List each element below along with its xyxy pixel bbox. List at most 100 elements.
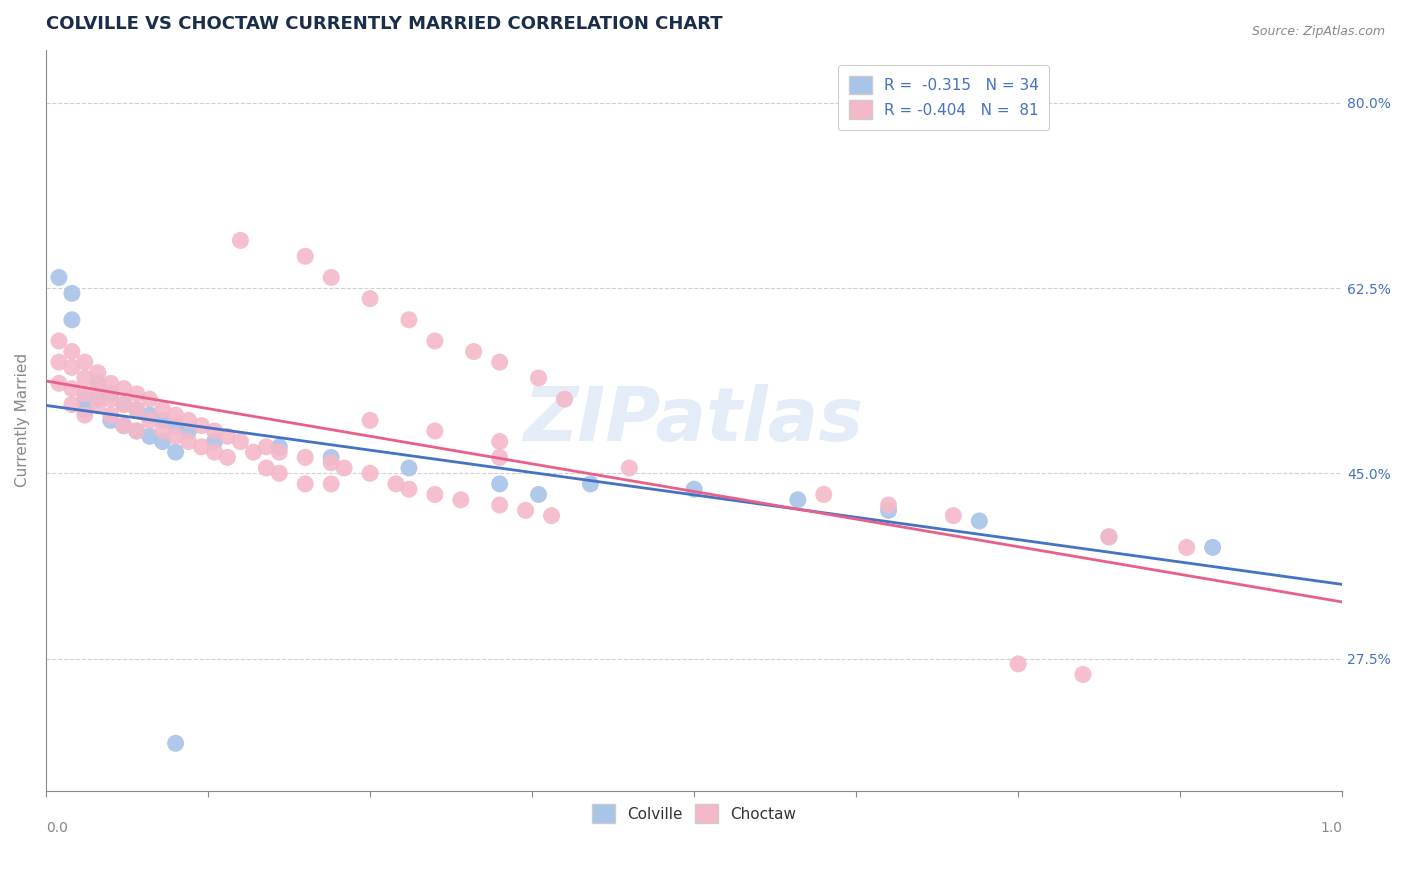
Point [488,355,510,369]
Point [321,456,343,470]
Point [204,434,226,449]
Point [112,397,135,411]
Point [269,440,291,454]
Point [125,424,148,438]
Point [165,736,187,750]
Point [60,382,83,396]
Point [333,461,356,475]
Text: 0.0: 0.0 [46,821,67,835]
Point [87,397,110,411]
Point [579,476,602,491]
Point [813,487,835,501]
Point [1098,530,1121,544]
Point [217,450,239,465]
Point [217,429,239,443]
Point [152,413,174,427]
Point [204,445,226,459]
Point [463,344,485,359]
Point [294,249,316,263]
Point [73,392,96,407]
Point [138,408,160,422]
Point [553,392,575,407]
Point [125,402,148,417]
Point [527,371,550,385]
Point [1098,530,1121,544]
Point [321,450,343,465]
Point [942,508,965,523]
Point [165,418,187,433]
Point [359,467,381,481]
Point [48,355,70,369]
Point [73,408,96,422]
Point [488,476,510,491]
Point [450,492,472,507]
Point [48,376,70,391]
Point [488,498,510,512]
Point [321,476,343,491]
Point [294,476,316,491]
Point [527,487,550,501]
Point [190,418,212,433]
Point [242,445,264,459]
Point [254,440,277,454]
Point [138,413,160,427]
Point [100,387,122,401]
Point [1071,667,1094,681]
Point [60,360,83,375]
Point [73,371,96,385]
Point [177,424,200,438]
Point [100,376,122,391]
Point [294,450,316,465]
Point [619,461,641,475]
Point [385,476,408,491]
Point [269,445,291,459]
Point [190,440,212,454]
Point [60,344,83,359]
Point [204,424,226,438]
Point [138,429,160,443]
Point [1007,657,1029,671]
Point [877,498,900,512]
Point [321,270,343,285]
Point [87,392,110,407]
Point [165,429,187,443]
Point [112,382,135,396]
Point [683,482,706,496]
Legend: Colville, Choctaw: Colville, Choctaw [579,792,808,835]
Point [152,424,174,438]
Point [488,450,510,465]
Y-axis label: Currently Married: Currently Married [15,353,30,487]
Text: ZIPatlas: ZIPatlas [524,384,865,457]
Point [423,424,446,438]
Point [48,334,70,348]
Point [60,313,83,327]
Point [359,292,381,306]
Point [398,482,420,496]
Point [269,467,291,481]
Point [359,413,381,427]
Point [515,503,537,517]
Point [177,434,200,449]
Point [786,492,808,507]
Point [229,234,252,248]
Point [100,413,122,427]
Point [877,503,900,517]
Point [73,402,96,417]
Point [1175,541,1198,555]
Point [152,402,174,417]
Point [540,508,562,523]
Point [969,514,991,528]
Point [112,418,135,433]
Point [152,434,174,449]
Point [125,402,148,417]
Point [112,397,135,411]
Point [398,313,420,327]
Point [1201,541,1223,555]
Point [488,434,510,449]
Point [423,487,446,501]
Point [138,392,160,407]
Text: COLVILLE VS CHOCTAW CURRENTLY MARRIED CORRELATION CHART: COLVILLE VS CHOCTAW CURRENTLY MARRIED CO… [46,15,723,33]
Point [229,434,252,449]
Text: 1.0: 1.0 [1320,821,1343,835]
Point [87,382,110,396]
